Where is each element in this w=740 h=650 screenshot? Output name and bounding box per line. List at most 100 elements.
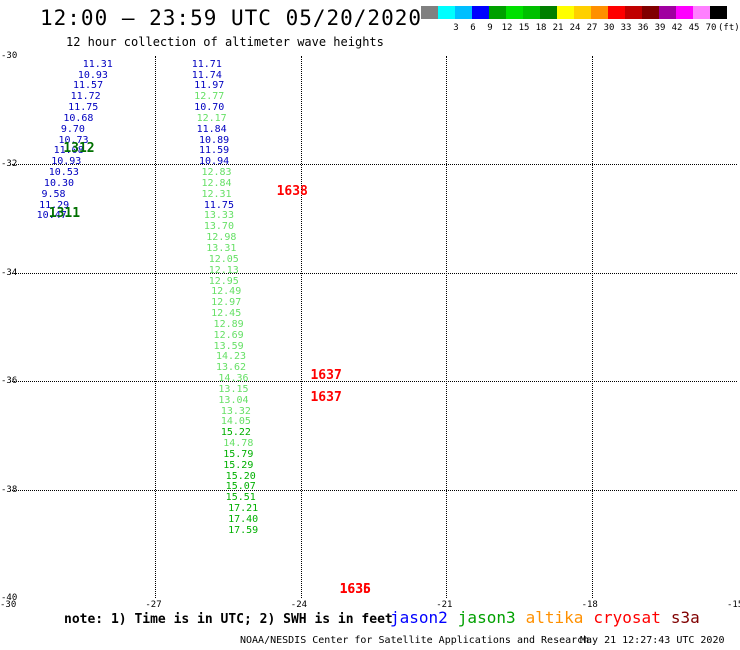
wave-height-value: 13.31: [206, 242, 237, 254]
wave-height-value: 10.93: [77, 69, 108, 81]
scale-swatch: [506, 6, 523, 19]
wave-height-value: 14.36: [218, 373, 249, 385]
wave-height-value: 11.84: [196, 123, 227, 135]
x-tick-label: -24: [290, 600, 308, 610]
wave-height-map: -30 -27 -24 -21 -18 -15 -30 -32 -34 -36 -38 -40 11.3…: [0, 51, 740, 610]
wave-height-value: 12.31: [201, 188, 232, 200]
wave-height-value: 10.53: [48, 167, 79, 179]
scale-label: 42: [671, 23, 683, 33]
footer-credit: NOAA/NESDIS Center for Satellite Applica…: [240, 635, 590, 646]
map-title: 12:00 – 23:59 UTC 05/20/2020: [40, 6, 423, 30]
wave-height-value: 10.73: [58, 134, 89, 146]
satellite-legend-item: cryosat: [593, 608, 661, 627]
wave-height-value: 10.47: [36, 210, 67, 222]
wave-height-value: 12.95: [208, 275, 239, 287]
scale-label: 6: [470, 23, 476, 33]
y-tick-label: -38: [1, 484, 18, 495]
wave-height-value: 11.72: [70, 91, 101, 103]
track-label: 1311: [48, 205, 81, 221]
x-tick-label: -27: [145, 600, 162, 610]
wave-height-value: 13.32: [220, 405, 251, 417]
satellite-legend-item: s3a: [670, 608, 700, 627]
wave-height-value: 14.05: [220, 416, 251, 428]
satellite-legend-item: jason2: [390, 608, 448, 627]
satellite-legend-item: jason3: [457, 608, 516, 627]
scale-swatch: [540, 6, 557, 19]
track-label: 1638: [276, 184, 308, 200]
wave-height-value: 14.23: [215, 351, 247, 363]
scale-swatch: [642, 6, 659, 19]
latitude-gridline: [10, 272, 737, 274]
scale-swatch: [472, 6, 489, 19]
wave-height-value: 12.97: [211, 297, 242, 309]
wave-height-value: 15.79: [223, 448, 254, 460]
wave-height-value: 10.89: [199, 134, 230, 146]
wave-height-value: 17.21: [228, 503, 259, 515]
wave-height-value: 9.58: [41, 188, 66, 200]
wave-height-value: 12.69: [213, 329, 244, 341]
track-label: 1637: [310, 368, 342, 384]
wave-height-value: 9.70: [60, 123, 85, 135]
units-note: note: 1) Time is in UTC; 2) SWH is in fe…: [64, 612, 393, 627]
wave-height-value: 11.75: [203, 199, 234, 211]
scale-label: 30: [603, 23, 615, 33]
wave-height-value: 12.05: [208, 253, 239, 265]
longitude-gridline: [155, 56, 157, 598]
scale-label: (ft): [718, 23, 740, 33]
x-tick-label: -30: [0, 600, 17, 610]
scale-swatch: [489, 6, 506, 19]
scale-label: 70: [705, 23, 717, 33]
y-tick-label: -34: [1, 267, 18, 278]
wave-height-value: 11.29: [39, 199, 70, 211]
scale-swatch: [625, 6, 642, 19]
wave-height-value: 13.33: [203, 210, 234, 222]
latitude-gridline: [10, 489, 737, 491]
wave-height-value: 10.93: [51, 156, 82, 168]
wave-height-value: 10.30: [43, 177, 75, 189]
wave-height-value: 13.59: [213, 340, 244, 352]
scale-label: 15: [518, 23, 530, 33]
footer-timestamp: May 21 12:27:43 UTC 2020: [580, 635, 725, 646]
wave-height-value: 10.94: [199, 156, 230, 168]
latitude-gridline: [10, 164, 737, 166]
scale-swatch: [659, 6, 676, 19]
wave-height-value: 12.84: [201, 177, 232, 189]
wave-height-value: 11.57: [73, 80, 104, 92]
wave-height-value: 17.59: [228, 524, 259, 536]
satellite-legend: jason2 jason3 altika cryosat s3a: [390, 608, 710, 627]
track-label: 1636: [339, 582, 371, 597]
track-label: 1637: [310, 390, 342, 406]
y-tick-label: -36: [1, 376, 18, 387]
scale-label: 24: [569, 23, 581, 33]
wave-height-value: 11.74: [191, 69, 222, 81]
wave-height-value: 11.08: [53, 145, 84, 157]
wave-height-value: 11.71: [191, 58, 222, 70]
wave-height-value: 15.22: [220, 427, 251, 439]
scale-swatch: [557, 6, 574, 19]
satellite-legend-item: altika: [525, 608, 584, 627]
wave-height-value: 15.20: [225, 470, 256, 482]
wave-height-value: 11.59: [199, 145, 230, 157]
scale-swatch: [710, 6, 727, 19]
wave-height-value: 12.13: [208, 264, 239, 276]
wave-height-value: 15.07: [225, 481, 256, 493]
wave-height-value: 12.83: [201, 167, 232, 179]
wave-height-value: 12.17: [196, 112, 227, 124]
wave-height-value: 13.15: [218, 383, 249, 395]
scale-label: 27: [586, 23, 598, 33]
scale-swatch: [608, 6, 625, 19]
scale-swatch: [676, 6, 693, 19]
scale-label: 45: [688, 23, 700, 33]
longitude-gridline: [591, 56, 593, 598]
scale-label: 33: [620, 23, 632, 33]
wave-height-value: 17.40: [228, 513, 259, 525]
scale-label: 21: [552, 23, 564, 33]
wave-height-value: 13.04: [218, 394, 249, 406]
wave-height-value: 15.51: [225, 492, 256, 504]
scale-label: 18: [535, 23, 547, 33]
wave-height-value: 12.98: [206, 232, 237, 244]
scale-label: 12: [501, 23, 513, 33]
wave-height-value: 13.70: [203, 221, 234, 233]
x-tick-label: -21: [436, 600, 453, 610]
wave-height-value: 12.77: [194, 91, 225, 103]
